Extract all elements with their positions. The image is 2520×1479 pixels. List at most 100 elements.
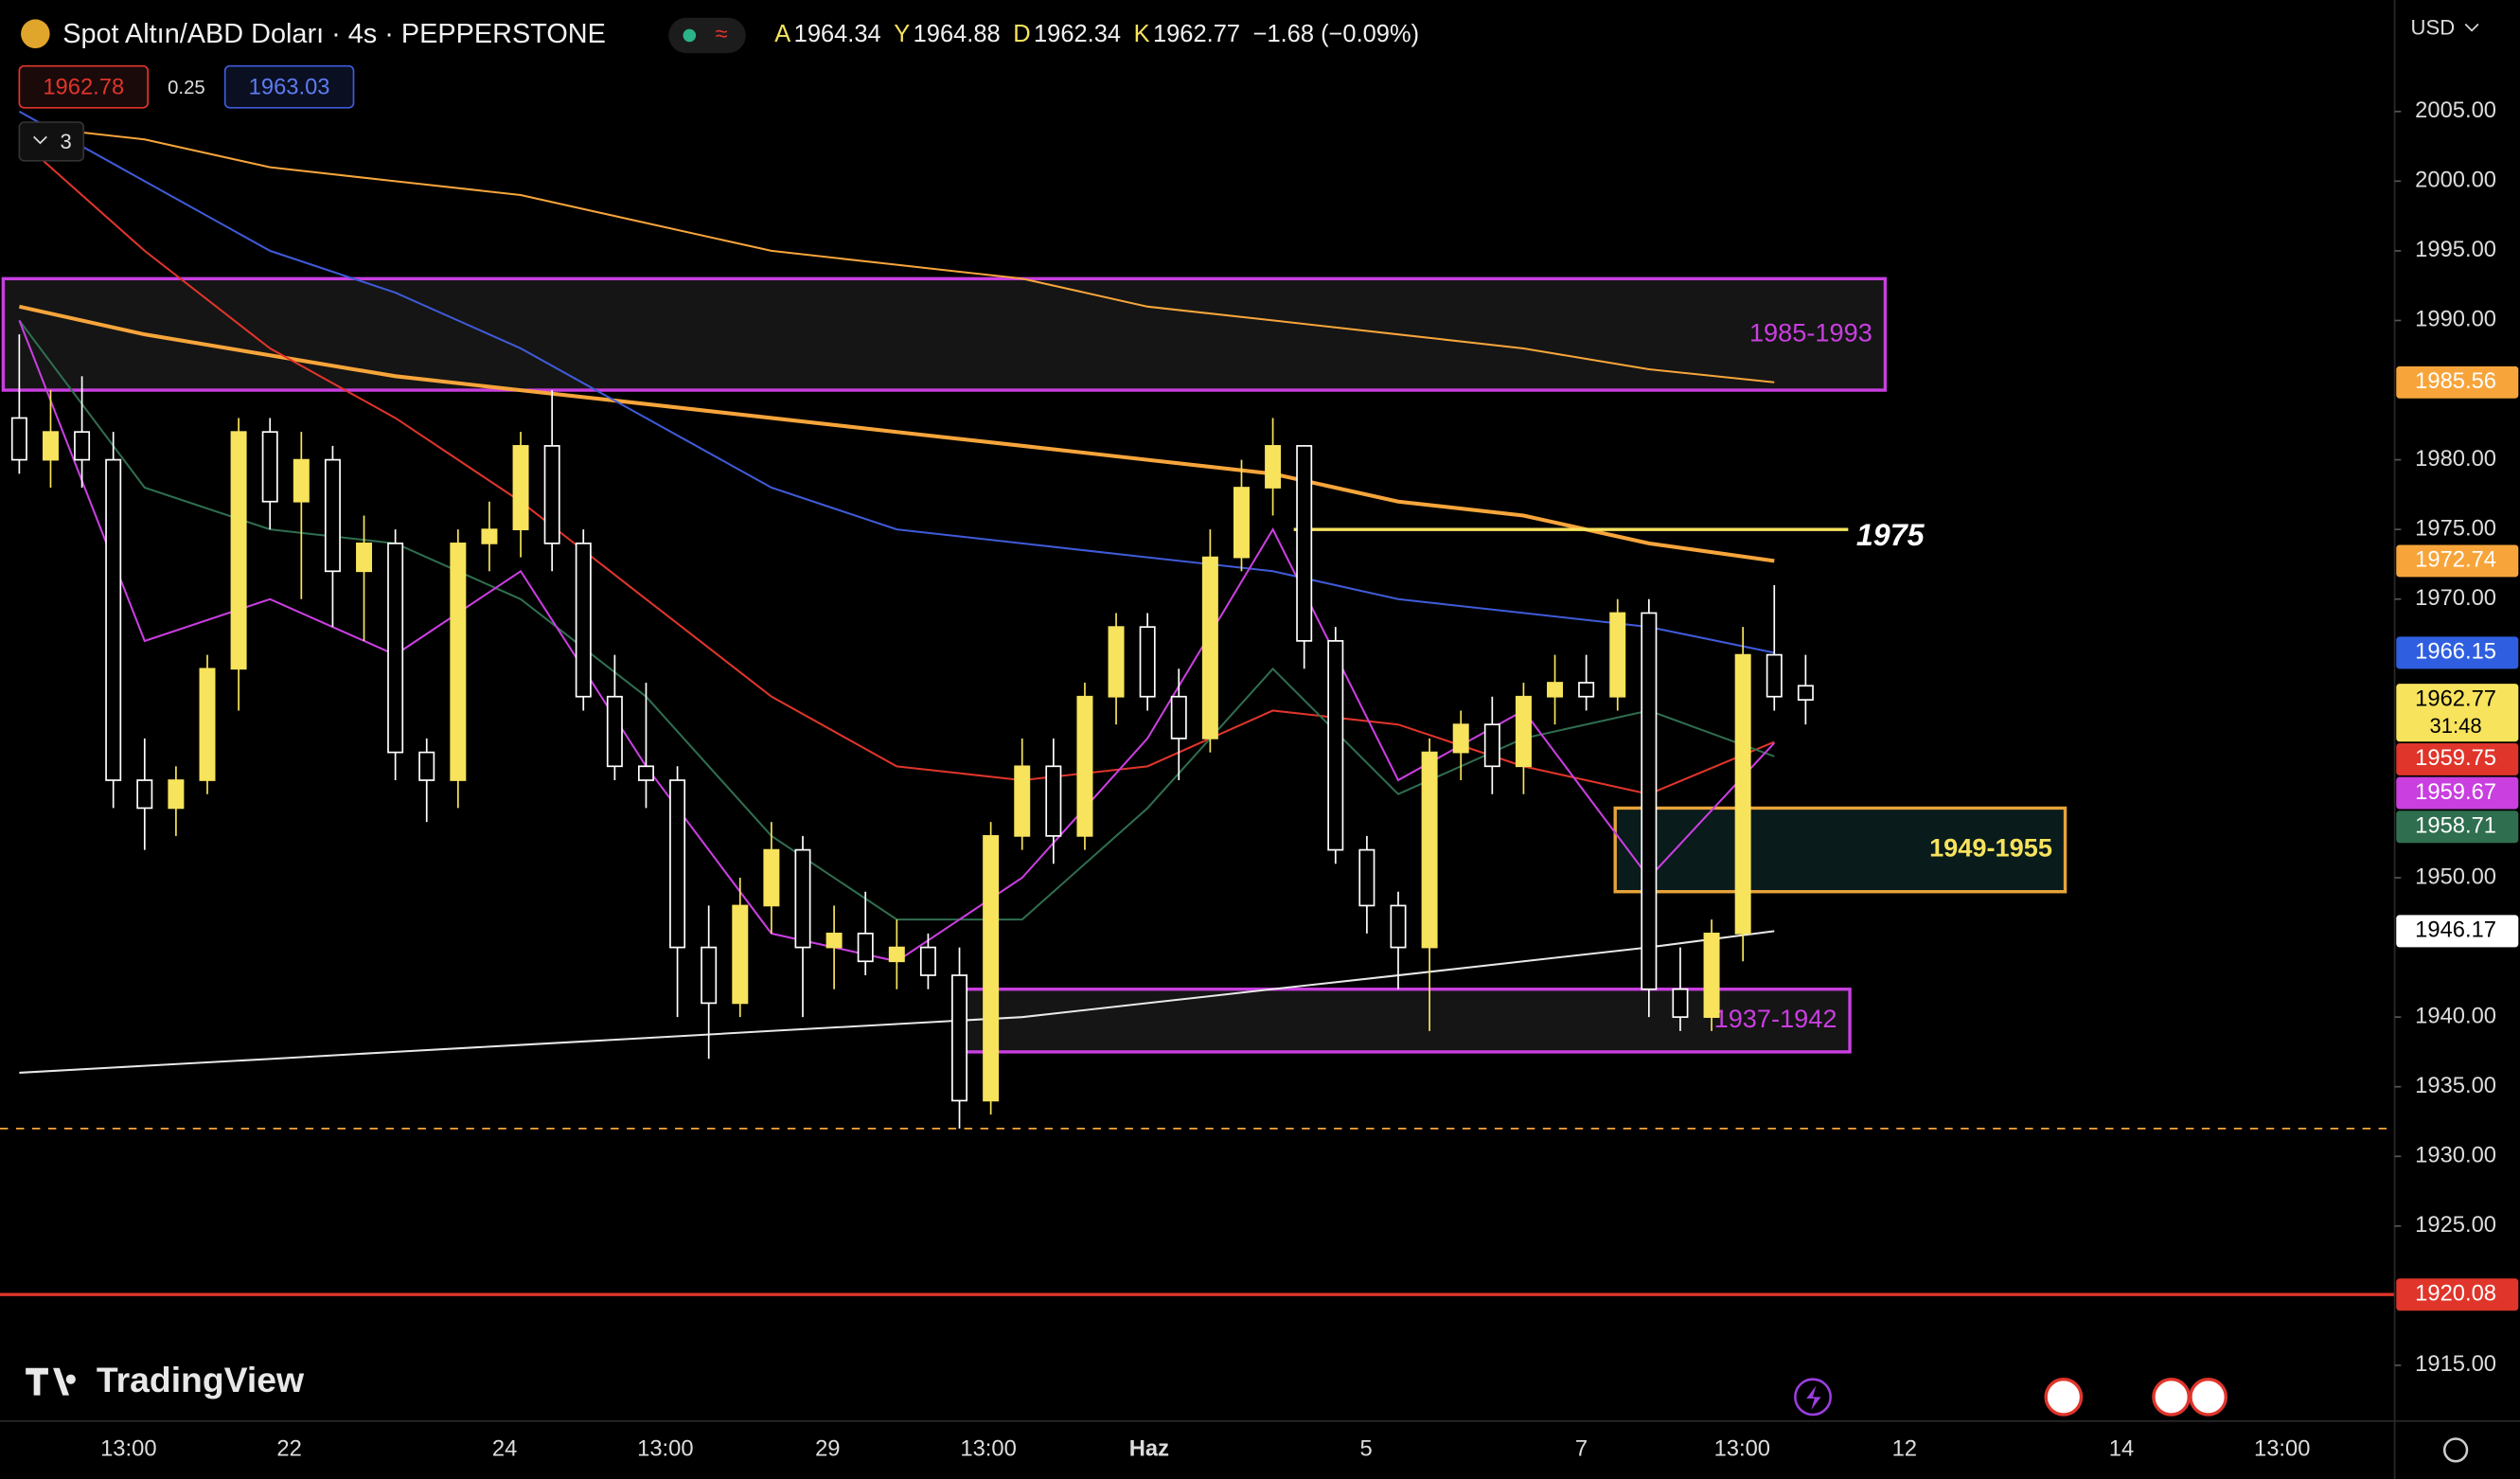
candle-body: [1139, 626, 1156, 698]
ohlc-value: 1964.88: [914, 21, 1001, 47]
y-tick-label: 1990.00: [2415, 307, 2496, 332]
price-badge-label: 1946.17: [2415, 918, 2496, 943]
x-tick-label: Haz: [1129, 1436, 1169, 1462]
candle-body: [168, 779, 185, 810]
candle-body: [512, 445, 529, 531]
event-icon[interactable]: [1794, 1378, 1832, 1417]
x-tick-label: 14: [2109, 1436, 2134, 1462]
candle-body: [1452, 723, 1469, 754]
ohlc-value: 1964.34: [794, 21, 881, 47]
event-flag[interactable]: [2152, 1377, 2191, 1417]
event-bolt: [1806, 1385, 1821, 1410]
price-badge: [2396, 636, 2519, 669]
candle-body: [575, 543, 592, 698]
settings-button[interactable]: [2442, 1437, 2469, 1463]
moving-average: [19, 930, 1775, 1074]
zone-label: 1937-1942: [1714, 1004, 1837, 1033]
indicators-count: 3: [60, 130, 71, 153]
price-badge-label: 1972.74: [2415, 547, 2496, 573]
x-tick-label: 5: [1359, 1436, 1372, 1462]
candle-body: [1076, 695, 1093, 837]
candle-body: [1734, 653, 1751, 935]
ohlc-value: 1962.77: [1153, 21, 1240, 47]
currency-caret: [2464, 23, 2479, 32]
candle-body: [1265, 445, 1282, 489]
price-badge: [2396, 742, 2519, 775]
y-tick-label: 1975.00: [2415, 515, 2496, 541]
brand-name: TradingView: [97, 1360, 305, 1399]
moving-average: [18, 304, 1775, 563]
symbol-logo: [21, 19, 50, 48]
price-badge: [2396, 365, 2519, 399]
candle-body: [1421, 751, 1438, 949]
candle-body: [983, 835, 1000, 1102]
price-badge: [2396, 1278, 2519, 1311]
candle-body: [324, 458, 341, 573]
candle-body: [888, 946, 905, 963]
price-badge-label: 1958.71: [2415, 813, 2496, 839]
y-tick-label: 1935.00: [2415, 1073, 2496, 1098]
event-flag[interactable]: [2189, 1377, 2228, 1417]
candle-body: [919, 946, 936, 976]
price-badge: [2396, 915, 2519, 948]
status-icon: ≈: [715, 22, 727, 47]
level-label: 1975: [1856, 518, 1925, 552]
candle-body: [1578, 682, 1595, 698]
price-badge: [2396, 776, 2519, 810]
indicators-toggle[interactable]: [18, 121, 85, 162]
candle-body: [1672, 988, 1689, 1018]
candle-body: [293, 458, 310, 503]
x-tick-label: 24: [492, 1436, 517, 1462]
zone: [1, 276, 1888, 392]
status-pill[interactable]: [668, 17, 746, 54]
price-badge-label: 1920.08: [2415, 1281, 2496, 1307]
currency-selector[interactable]: USD: [2411, 15, 2456, 39]
candle-body: [1483, 723, 1500, 768]
price-badge-label: 1959.75: [2415, 745, 2496, 771]
y-tick-label: 2000.00: [2415, 168, 2496, 193]
toggle-caret: [33, 135, 47, 145]
candle-body: [1358, 848, 1375, 907]
moving-average: [18, 110, 1775, 654]
price-badge-label: 1985.56: [2415, 368, 2496, 394]
x-tick-label: 13:00: [960, 1436, 1016, 1462]
candle-body: [1296, 445, 1313, 642]
price-badge-label: 1962.77: [2415, 686, 2496, 711]
candle-body: [261, 431, 278, 503]
candle-body: [763, 848, 780, 907]
price-badge: [2396, 544, 2519, 578]
candle-body: [356, 543, 373, 573]
price-badge-label: 1966.15: [2415, 639, 2496, 665]
y-tick-label: 1925.00: [2415, 1212, 2496, 1238]
symbol-title[interactable]: Spot Altın/ABD Doları · 4s · PEPPERSTONE: [62, 19, 606, 49]
candle-body: [230, 431, 247, 670]
ask-box[interactable]: [223, 64, 355, 109]
bid-box[interactable]: [18, 64, 150, 109]
countdown: 31:48: [2429, 714, 2481, 738]
watermark: TradingView: [26, 1360, 305, 1399]
bid-price: 1962.78: [43, 75, 124, 100]
candle-body: [951, 974, 968, 1102]
y-tick-label: 1930.00: [2415, 1143, 2496, 1168]
ohlc-key: D: [1013, 21, 1030, 47]
candle-body: [1703, 933, 1720, 1018]
price-badge-label: 1959.67: [2415, 779, 2496, 805]
x-tick-label: 22: [276, 1436, 301, 1462]
candle-body: [105, 458, 122, 781]
candle-body: [1233, 487, 1250, 559]
candle-body: [669, 779, 686, 949]
candle-body: [199, 668, 216, 781]
candle-body: [418, 751, 435, 781]
x-tick-label: 7: [1575, 1436, 1588, 1462]
candle-body: [450, 543, 467, 781]
candle-body: [1609, 612, 1626, 698]
event-icons: [1794, 1377, 2228, 1417]
price-badge: [2396, 811, 2519, 844]
candle-body: [825, 933, 843, 949]
ohlc-key: A: [774, 21, 790, 47]
ohlc-key: K: [1134, 21, 1150, 47]
event-flag[interactable]: [2044, 1377, 2084, 1417]
